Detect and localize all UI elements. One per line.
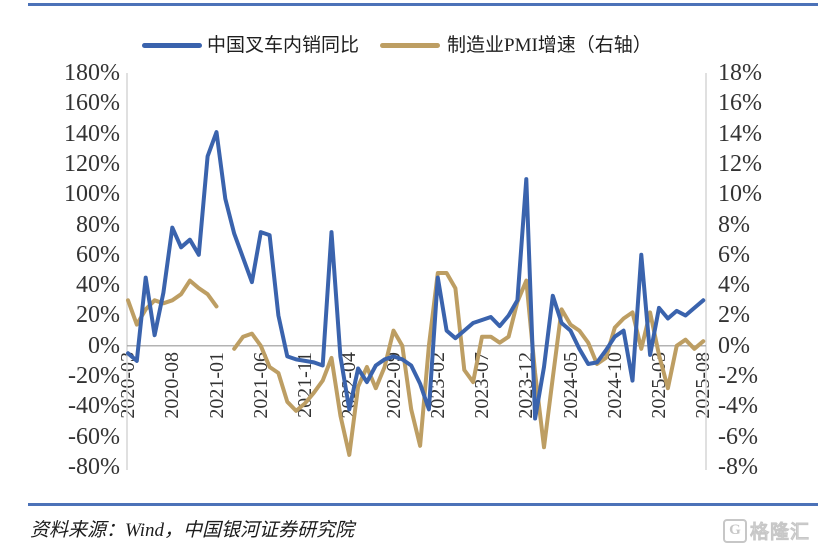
- left-axis-tick: 100%: [64, 181, 120, 208]
- series-line-forklift: [126, 130, 706, 421]
- watermark: G 格隆汇: [722, 517, 810, 544]
- right-axis-tick: -4%: [718, 393, 758, 420]
- left-axis-tick: 60%: [76, 241, 120, 268]
- series-line-pmi: [126, 271, 706, 457]
- gelonghui-logo-icon: G: [722, 518, 747, 543]
- right-axis-tick: 16%: [718, 90, 762, 117]
- legend-line-pmi-swatch: [380, 43, 440, 48]
- left-axis-tick: 120%: [64, 150, 120, 177]
- left-axis-tick: 0%: [88, 332, 120, 359]
- right-axis-tick: 2%: [718, 302, 750, 329]
- left-axis-tick: 160%: [64, 90, 120, 117]
- left-axis-tick: -60%: [68, 423, 120, 450]
- legend-label-pmi: 制造业PMI增速（右轴）: [447, 35, 652, 56]
- right-axis-tick: -6%: [718, 423, 758, 450]
- source-note: 资料来源：Wind，中国银河证券研究院: [30, 520, 355, 541]
- right-axis-tick: 18%: [718, 60, 762, 86]
- right-axis-tick: 8%: [718, 211, 750, 238]
- left-axis-tick: -40%: [68, 393, 120, 420]
- chart-legend: 中国叉车内销同比 制造业PMI增速（右轴）: [0, 33, 818, 59]
- right-axis-tick: 14%: [718, 120, 762, 147]
- left-axis-tick: 20%: [76, 302, 120, 329]
- legend-label-forklift: 中国叉车内销同比: [207, 35, 360, 56]
- right-axis-tick: 4%: [718, 272, 750, 299]
- left-axis-tick: 180%: [64, 60, 120, 86]
- left-axis-tick: 80%: [76, 211, 120, 238]
- top-divider: [28, 3, 818, 6]
- right-axis-tick: -2%: [718, 363, 758, 390]
- right-axis-tick: 6%: [718, 241, 750, 268]
- right-axis-tick: 0%: [718, 332, 750, 359]
- right-axis-tick: -8%: [718, 454, 758, 480]
- left-axis-tick: 140%: [64, 120, 120, 147]
- left-axis-tick: 40%: [76, 272, 120, 299]
- bottom-divider: [28, 503, 818, 506]
- right-axis-tick: 10%: [718, 181, 762, 208]
- watermark-text: 格隆汇: [749, 522, 810, 544]
- legend-line-forklift-swatch: [142, 43, 202, 48]
- right-axis-tick: 12%: [718, 150, 762, 177]
- left-axis-tick: -80%: [68, 454, 120, 480]
- left-axis-tick: -20%: [68, 363, 120, 390]
